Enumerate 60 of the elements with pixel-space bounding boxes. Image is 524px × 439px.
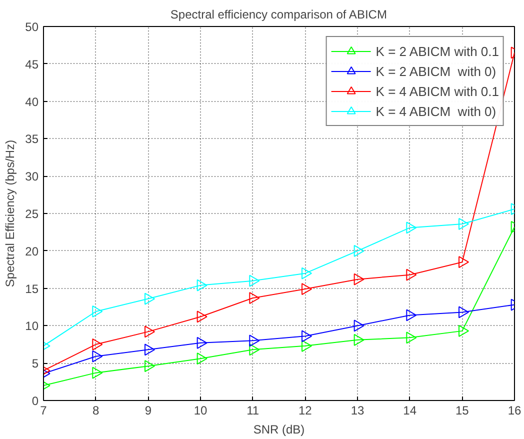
point [249, 292, 260, 304]
point [92, 350, 103, 362]
x-axis-title: SNR (dB) [253, 422, 305, 436]
y-tick-label: 25 [25, 207, 39, 221]
point [196, 310, 208, 323]
y-tick-label: 50 [25, 20, 39, 34]
point [354, 244, 364, 257]
y-tick-label: 5 [32, 356, 39, 371]
legend-label: K = 4 ABICM with 0.1 [376, 84, 499, 98]
point [458, 324, 470, 337]
point [301, 340, 312, 352]
x-tick-label: 11 [246, 404, 260, 418]
y-tick-label: 30 [25, 170, 39, 184]
point [249, 334, 260, 347]
point [354, 320, 364, 332]
point [458, 306, 470, 318]
point [92, 338, 103, 350]
y-tick-label: 0 [32, 394, 39, 408]
legend-label: K = 2 ABICM with 0) [376, 64, 496, 78]
point [144, 360, 156, 372]
chart-title: Spectral efficiency comparison of ABICM [170, 8, 387, 22]
x-tick-label: 7 [40, 404, 48, 418]
x-tick-label: 9 [144, 404, 152, 418]
point [196, 336, 208, 349]
point [92, 305, 103, 318]
x-tick-label: 15 [455, 404, 470, 418]
y-tick-label: 15 [25, 282, 39, 296]
point [406, 222, 417, 234]
point [458, 256, 470, 268]
x-tick-label: 13 [350, 404, 364, 418]
point [301, 330, 312, 342]
point [354, 273, 364, 286]
point [458, 218, 470, 230]
point [144, 292, 156, 305]
y-tick-label: 35 [25, 132, 39, 146]
x-tick-label: 14 [403, 404, 417, 418]
point [406, 268, 417, 281]
point [354, 334, 364, 346]
x-tick-label: 16 [508, 404, 522, 418]
legend-label: K = 2 ABICM with 0.1 [376, 44, 499, 58]
point [196, 279, 208, 292]
point [92, 366, 103, 379]
point [196, 352, 208, 365]
point [144, 326, 156, 338]
y-tick-label: 45 [25, 57, 39, 72]
point [406, 332, 417, 344]
point [301, 283, 312, 296]
legend-label: K = 4 ABICM with 0) [376, 104, 496, 118]
y-tick-label: 10 [25, 319, 39, 334]
y-tick-label: 40 [25, 94, 39, 109]
point [406, 309, 417, 322]
point [301, 267, 312, 280]
point [249, 344, 260, 356]
x-tick-label: 10 [194, 404, 208, 418]
point [249, 274, 260, 287]
point [144, 344, 156, 356]
y-tick-label: 20 [25, 244, 39, 258]
x-tick-label: 8 [92, 404, 100, 418]
x-tick-label: 12 [298, 404, 312, 418]
y-axis-title: Spectral Efficiency (bps/Hz) [3, 140, 18, 288]
